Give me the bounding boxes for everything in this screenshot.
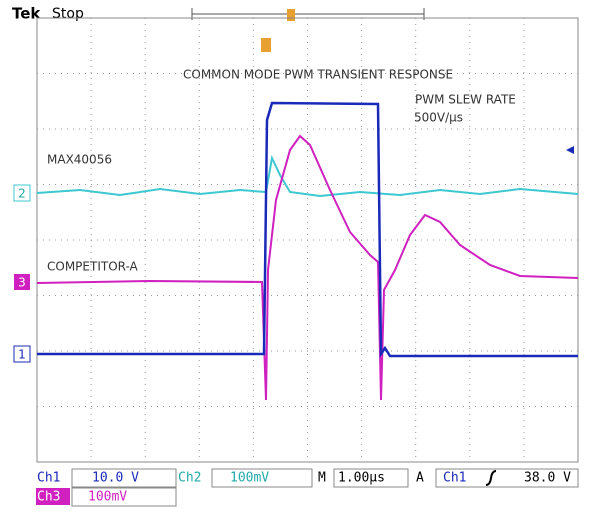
readout-label: Ch2: [178, 471, 201, 486]
status: Stop: [52, 6, 84, 22]
readout: Ch1 10.0 V Ch2 100mV M 1.00µs A Ch1 38.0…: [36, 468, 579, 507]
brand: Tek: [12, 5, 41, 23]
readout-label: Ch3: [37, 490, 60, 505]
channel-marker: 2 3 1: [13, 146, 574, 363]
marker-label: 3: [18, 276, 26, 290]
slew-value: 500V/µs: [414, 111, 463, 125]
trace-ch1: [37, 101, 578, 359]
readout-value: 100mV: [88, 490, 127, 505]
trace-ch3: [36, 134, 579, 401]
trace-ch2: [36, 154, 579, 198]
readout-value: 1.00µs: [338, 471, 385, 486]
readout-value: 10.0 V: [92, 471, 139, 486]
marker-label: 2: [18, 187, 26, 201]
readout-value: 100mV: [230, 471, 269, 486]
readout-value: Ch1: [443, 471, 466, 486]
readout-label: Ch1: [37, 471, 60, 486]
marker-label: 1: [18, 348, 26, 362]
readout-value: 38.0 V: [524, 471, 571, 486]
slew-label: PWM SLEW RATE: [415, 93, 516, 107]
trace-label: COMPETITOR-A: [47, 260, 139, 274]
title: COMMON MODE PWM TRANSIENT RESPONSE: [183, 68, 453, 82]
trace-label: MAX40056: [47, 153, 112, 167]
graticule: [36, 17, 579, 463]
readout-label: A: [416, 471, 424, 486]
readout-label: M: [318, 471, 326, 486]
